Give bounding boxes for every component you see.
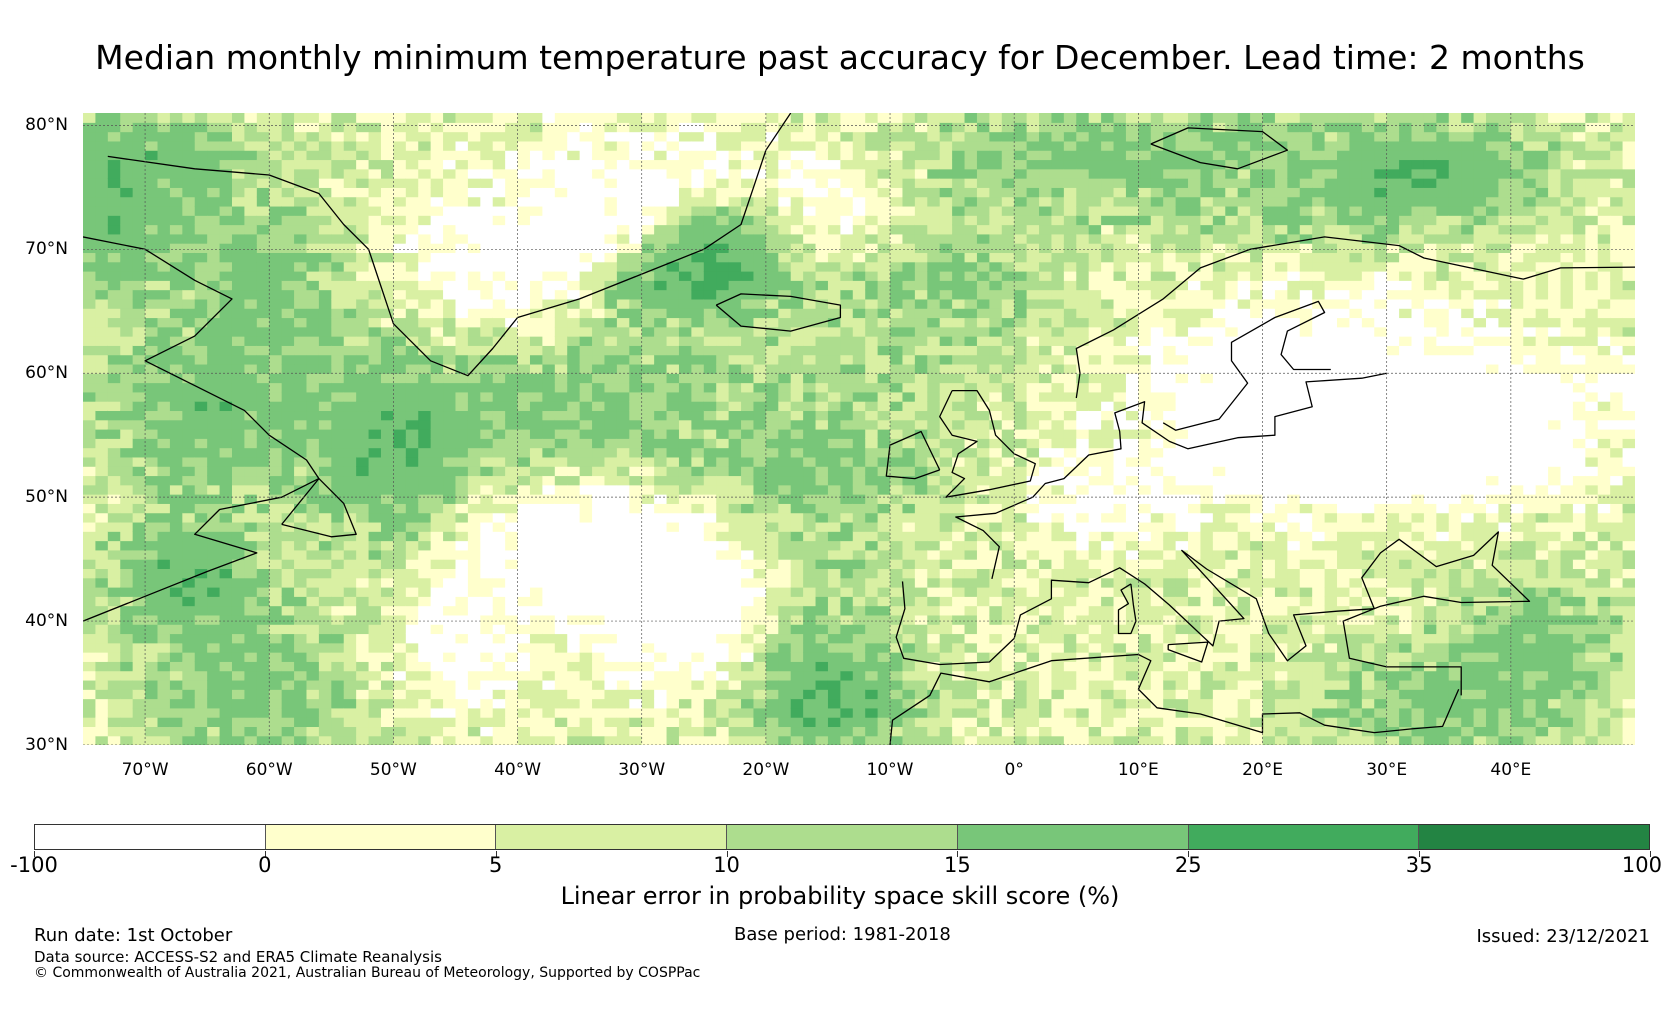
graticule [83, 113, 1635, 745]
colorbar-tick-label: 25 [1174, 853, 1202, 877]
base-period: Base period: 1981-2018 [734, 924, 951, 945]
latitude-label: 80°N [25, 115, 68, 136]
skill-score-map [83, 113, 1635, 745]
colorbar-tick-label: 35 [1405, 853, 1433, 877]
longitude-label: 50°W [369, 760, 417, 780]
longitude-label: 0° [1004, 760, 1024, 780]
chart-title: Median monthly minimum temperature past … [95, 38, 1585, 77]
colorbar-tick [1419, 851, 1421, 857]
colorbar-segment [957, 825, 1189, 849]
skill-grid-cells [83, 113, 1635, 745]
britain-coastline [939, 389, 1036, 498]
colorbar-tick-label: 5 [489, 853, 503, 877]
coastlines [83, 113, 1635, 745]
colorbar-segment [35, 825, 266, 849]
longitude-label: 20°W [742, 760, 790, 780]
longitude-label: 30°W [618, 760, 666, 780]
baffin-labrador-coastline [83, 236, 320, 622]
colorbar-tick [495, 851, 497, 857]
longitude-label: 10°W [866, 760, 914, 780]
colorbar-tick [34, 851, 35, 857]
longitude-label: 10°E [1117, 760, 1159, 780]
colorbar-tick-label: 100 [1621, 853, 1663, 877]
longitude-label: 60°W [245, 760, 293, 780]
latitude-label: 40°N [25, 611, 68, 632]
colorbar-tick-label: 15 [944, 853, 971, 877]
latitude-label: 60°N [25, 363, 68, 384]
colorbar-title: Linear error in probability space skill … [560, 882, 1120, 910]
corsica-sardinia-coastline [1117, 583, 1137, 635]
colorbar-segment [496, 825, 728, 849]
north-africa-coastline [889, 653, 1460, 745]
colorbar-tick [264, 851, 266, 857]
greenland-coastline [107, 113, 792, 377]
colorbar-tick [1650, 851, 1651, 857]
longitude-label: 70°W [121, 760, 169, 780]
iceland-coastline [715, 293, 842, 332]
latitude-label: 50°N [25, 487, 68, 508]
ireland-coastline [885, 430, 941, 480]
longitude-label: 40°W [494, 760, 542, 780]
copyright: © Commonwealth of Australia 2021, Austra… [34, 965, 701, 981]
colorbar-tick-label: 10 [713, 853, 740, 877]
longitude-label: 30°E [1366, 760, 1408, 780]
colorbar-tick [726, 851, 728, 857]
map-canvas [83, 113, 1635, 745]
scandinavia-coastline [1075, 236, 1635, 399]
colorbar-tick-label: 0 [258, 853, 272, 877]
colorbar-tick [1188, 851, 1190, 857]
issued-date: Issued: 23/12/2021 [1476, 926, 1650, 947]
colorbar [34, 824, 1650, 850]
colorbar-segment [265, 825, 497, 849]
colorbar-segment [1188, 825, 1420, 849]
svalbard-coastline [1150, 127, 1289, 170]
run-date: Run date: 1st October [34, 925, 233, 946]
colorbar-segment [1419, 825, 1650, 849]
latitude-label: 30°N [25, 735, 68, 755]
newfoundland-coastline [281, 477, 357, 538]
sicily-coastline [1167, 641, 1209, 663]
europe-coastline [895, 531, 1531, 696]
data-source: Data source: ACCESS-S2 and ERA5 Climate … [34, 948, 442, 966]
colorbar-tick-label: -100 [10, 853, 58, 877]
longitude-label: 40°E [1490, 760, 1532, 780]
colorbar-tick [957, 851, 959, 857]
longitude-label: 20°E [1242, 760, 1283, 780]
latitude-label: 70°N [25, 239, 68, 260]
colorbar-segment [727, 825, 958, 849]
france-atlantic-coastline [955, 372, 1387, 580]
sweden-coastline [1162, 300, 1331, 431]
